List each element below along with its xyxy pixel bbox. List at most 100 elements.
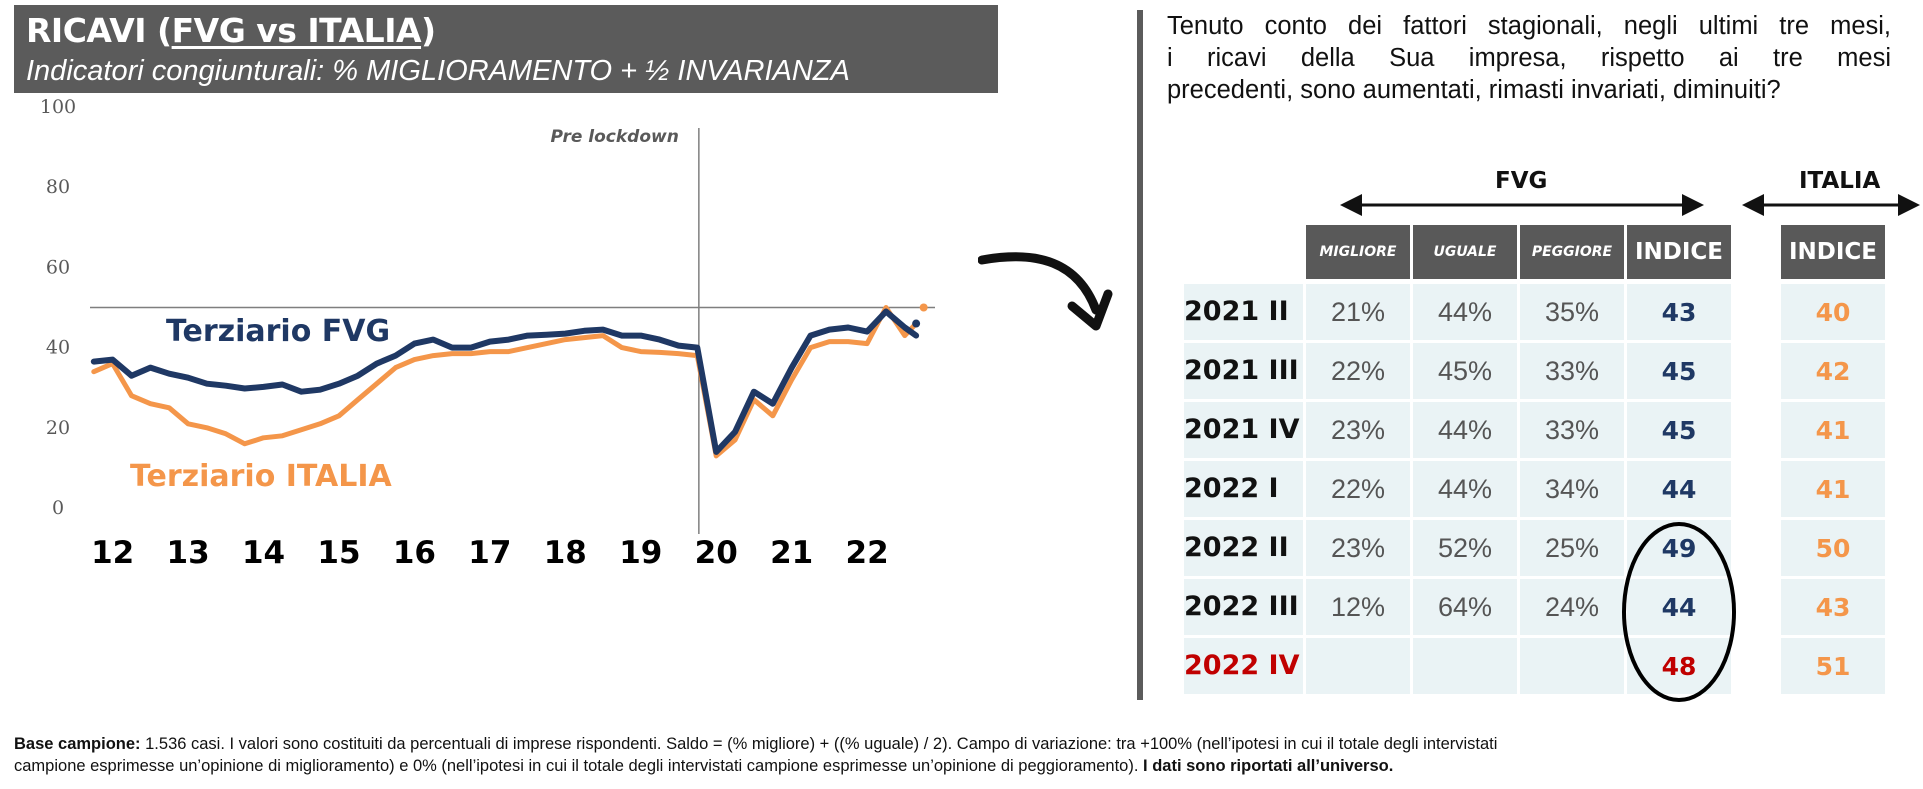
table-cell-indice: 44 [1627, 579, 1731, 635]
end-marker-point [912, 319, 921, 328]
table-cell-peggiore [1520, 638, 1624, 694]
table-cell-uguale: 44% [1413, 402, 1517, 458]
header-uguale: UGUALE [1413, 225, 1517, 279]
y-axis-ticks: 100 80 60 40 20 0 [40, 96, 76, 519]
row-band [1184, 343, 1303, 399]
footer-line2-bold: I dati sono riportati all’universo. [1143, 757, 1394, 775]
group-label-fvg: FVG [1495, 168, 1548, 194]
vertical-divider [1137, 10, 1143, 700]
footer-base-text: 1.536 casi. I valori sono costituiti da … [140, 735, 1498, 753]
title-suffix: ) [421, 11, 436, 50]
footer-line-1: Base campione: 1.536 casi. I valori sono… [14, 733, 1914, 755]
row-label: 2022 II [1184, 532, 1289, 563]
y-tick-label: 80 [46, 176, 70, 198]
table-cell-italia: 40 [1781, 284, 1885, 340]
table-cell-migliore: 22% [1306, 461, 1410, 517]
x-tick-label: 19 [619, 535, 662, 571]
x-tick-label: 20 [695, 535, 738, 571]
x-tick-label: 15 [317, 535, 360, 571]
table-cell-indice: 43 [1627, 284, 1731, 340]
table-cell-italia: 41 [1781, 461, 1885, 517]
italia-double-arrow-icon [1742, 194, 1920, 216]
row-label: 2021 III [1184, 355, 1299, 386]
header-migliore: MIGLIORE [1306, 225, 1410, 279]
header-indice-fvg: INDICE [1627, 225, 1731, 279]
table-cell-uguale [1413, 638, 1517, 694]
table-cell-peggiore: 25% [1520, 520, 1624, 576]
series-label-fvg: Terziario FVG [166, 314, 390, 349]
row-band [1184, 579, 1303, 635]
header-peggiore: PEGGIORE [1520, 225, 1624, 279]
fvg-double-arrow-icon [1340, 194, 1704, 216]
table-cell-italia: 50 [1781, 520, 1885, 576]
end-marker-point [919, 303, 928, 312]
title-box: RICAVI (FVG vs ITALIA) Indicatori congiu… [14, 5, 998, 93]
pre-lockdown-label: Pre lockdown [551, 127, 679, 147]
row-label: 2021 IV [1184, 414, 1300, 445]
series-line-italia [91, 305, 919, 459]
table-cell-indice: 48 [1627, 638, 1731, 694]
row-band [1184, 461, 1303, 517]
table-cell-uguale: 44% [1413, 284, 1517, 340]
row-label: 2021 II [1184, 296, 1289, 327]
table-cell-indice: 45 [1627, 343, 1731, 399]
header-indice-italia: INDICE [1781, 225, 1885, 279]
title-underlined: FVG vs ITALIA [171, 11, 422, 50]
page-subtitle: Indicatori congiunturali: % MIGLIORAMENT… [26, 55, 850, 87]
table-cell-peggiore: 24% [1520, 579, 1624, 635]
table-cell-peggiore: 33% [1520, 343, 1624, 399]
y-tick-label: 20 [46, 417, 70, 439]
row-band [1184, 284, 1303, 340]
row-label: 2022 IV [1184, 650, 1300, 681]
x-tick-label: 13 [167, 535, 210, 571]
x-axis-ticks: 12 13 14 15 16 17 18 19 20 21 22 [91, 535, 889, 571]
footer-line-2: campione esprimesse un’opinione di migli… [14, 755, 1914, 777]
table-cell-italia: 51 [1781, 638, 1885, 694]
table-cell-indice: 44 [1627, 461, 1731, 517]
highlight-oval [1622, 522, 1736, 702]
footer-line2-text: campione esprimesse un’opinione di migli… [14, 757, 1144, 775]
question-line-3: precedenti, sono aumentati, rimasti inva… [1167, 76, 1781, 104]
table-cell-migliore: 23% [1306, 520, 1410, 576]
row-band [1184, 402, 1303, 458]
table-cell-italia: 41 [1781, 402, 1885, 458]
table-cell-indice: 45 [1627, 402, 1731, 458]
x-tick-label: 14 [242, 535, 285, 571]
y-tick-label: 100 [40, 96, 76, 118]
row-label: 2022 I [1184, 473, 1279, 504]
series-line-fvg [90, 308, 920, 455]
footer-base-label: Base campione: [14, 735, 141, 753]
x-tick-label: 22 [846, 535, 889, 571]
table-cell-indice: 49 [1627, 520, 1731, 576]
table-cell-migliore: 22% [1306, 343, 1410, 399]
page-title: RICAVI (FVG vs ITALIA) [26, 11, 436, 50]
x-tick-label: 18 [544, 535, 587, 571]
footer-note: Base campione: 1.536 casi. I valori sono… [14, 733, 1914, 777]
x-tick-label: 16 [393, 535, 436, 571]
table-cell-italia: 43 [1781, 579, 1885, 635]
table-cell-peggiore: 34% [1520, 461, 1624, 517]
survey-question: Tenuto conto dei fattori stagionali, neg… [1167, 10, 1891, 106]
question-line-2: i ricavi della Sua impresa, rispetto ai … [1167, 44, 1891, 72]
row-band [1184, 520, 1303, 576]
y-tick-label: 0 [52, 497, 64, 519]
table-cell-migliore: 12% [1306, 579, 1410, 635]
x-tick-label: 21 [770, 535, 813, 571]
table-cell-peggiore: 33% [1520, 402, 1624, 458]
table-cell-uguale: 64% [1413, 579, 1517, 635]
series-label-italia: Terziario ITALIA [130, 459, 393, 494]
group-arrows [1340, 194, 1920, 216]
group-label-italia: ITALIA [1799, 168, 1881, 194]
x-tick-label: 17 [468, 535, 511, 571]
table-cell-migliore [1306, 638, 1410, 694]
table-cell-uguale: 52% [1413, 520, 1517, 576]
table-cell-migliore: 23% [1306, 402, 1410, 458]
x-tick-label: 12 [91, 535, 134, 571]
row-band [1184, 638, 1303, 694]
y-tick-label: 40 [46, 337, 70, 359]
title-prefix: RICAVI ( [26, 11, 172, 50]
table-cell-italia: 42 [1781, 343, 1885, 399]
table-cell-migliore: 21% [1306, 284, 1410, 340]
y-tick-label: 60 [46, 256, 70, 278]
line-chart: 100 80 60 40 20 0 12 13 14 15 16 17 18 19 20 21 22 Pre … [40, 96, 935, 571]
